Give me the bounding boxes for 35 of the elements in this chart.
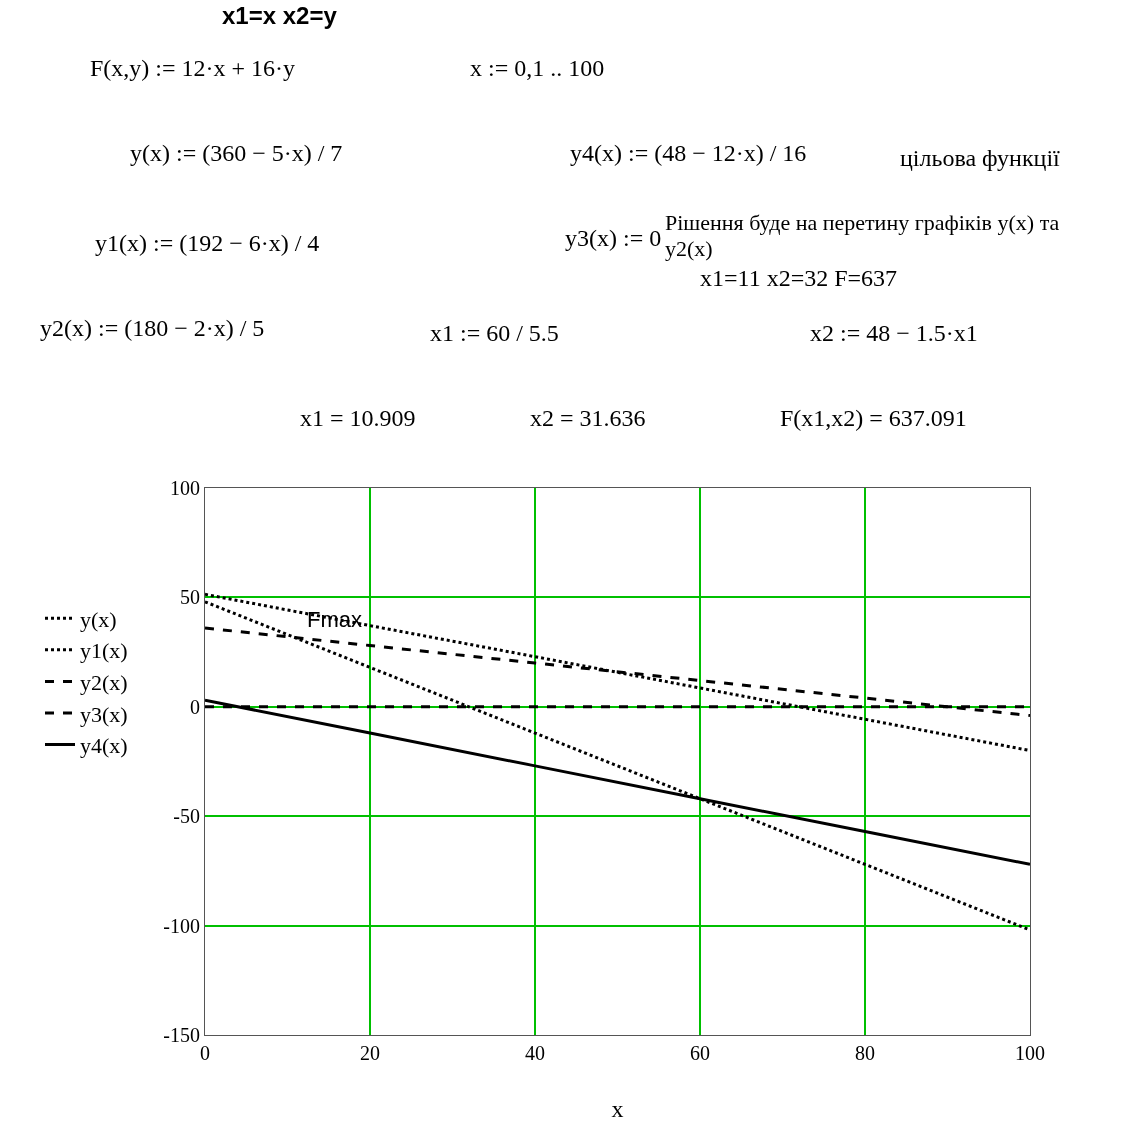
x-tick-label: 60 bbox=[690, 1042, 710, 1064]
x-tick-label: 80 bbox=[855, 1042, 875, 1064]
text: x1 := 60 / 5.5 bbox=[430, 320, 559, 347]
text: x1=x x2=y bbox=[222, 2, 337, 30]
y-tick-label: 50 bbox=[180, 586, 200, 609]
text: x2 = 31.636 bbox=[530, 405, 646, 432]
text: y(x) := (360 − 5·x) / 7 bbox=[130, 140, 343, 167]
text: x1=11 x2=32 F=637 bbox=[700, 265, 898, 292]
text: y4(x) := (48 − 12·x) / 16 bbox=[570, 140, 807, 167]
x-tick-label: 40 bbox=[525, 1042, 545, 1064]
y-tick-label: 0 bbox=[190, 695, 200, 718]
legend-label: y1(x) bbox=[80, 638, 128, 664]
y-tick-label: 100 bbox=[170, 477, 200, 499]
legend-label: y(x) bbox=[80, 606, 117, 632]
y-tick-label: -100 bbox=[163, 914, 200, 937]
line-series bbox=[205, 592, 1030, 753]
y-tick-label: -150 bbox=[163, 1024, 200, 1046]
legend-label: y2(x) bbox=[80, 669, 128, 695]
text: x1 = 10.909 bbox=[300, 405, 416, 432]
text: x2 := 48 − 1.5·x1 bbox=[810, 320, 978, 347]
text: цільова функції bbox=[900, 145, 1060, 172]
text: y1(x) := (192 − 6·x) / 4 bbox=[95, 230, 320, 257]
line-series bbox=[205, 600, 1030, 932]
x-tick-label: 20 bbox=[360, 1042, 380, 1064]
text: y3(x) := 0 bbox=[565, 225, 662, 252]
text: x := 0,1 .. 100 bbox=[470, 55, 605, 82]
legend-label: y3(x) bbox=[80, 701, 128, 727]
x-axis-title: x bbox=[611, 1096, 624, 1122]
legend-label: y4(x) bbox=[80, 733, 128, 759]
text: y2(x) := (180 − 2·x) / 5 bbox=[40, 315, 265, 342]
text: Рішення буде на перетину графіків y(x) та y2(x) bbox=[665, 210, 1061, 262]
text: F(x,y) := 12·x + 16·y bbox=[90, 55, 296, 82]
y-tick-label: -50 bbox=[173, 805, 200, 828]
x-tick-label: 100 bbox=[1015, 1042, 1045, 1064]
text: F(x1,x2) = 637.091 bbox=[780, 405, 967, 432]
